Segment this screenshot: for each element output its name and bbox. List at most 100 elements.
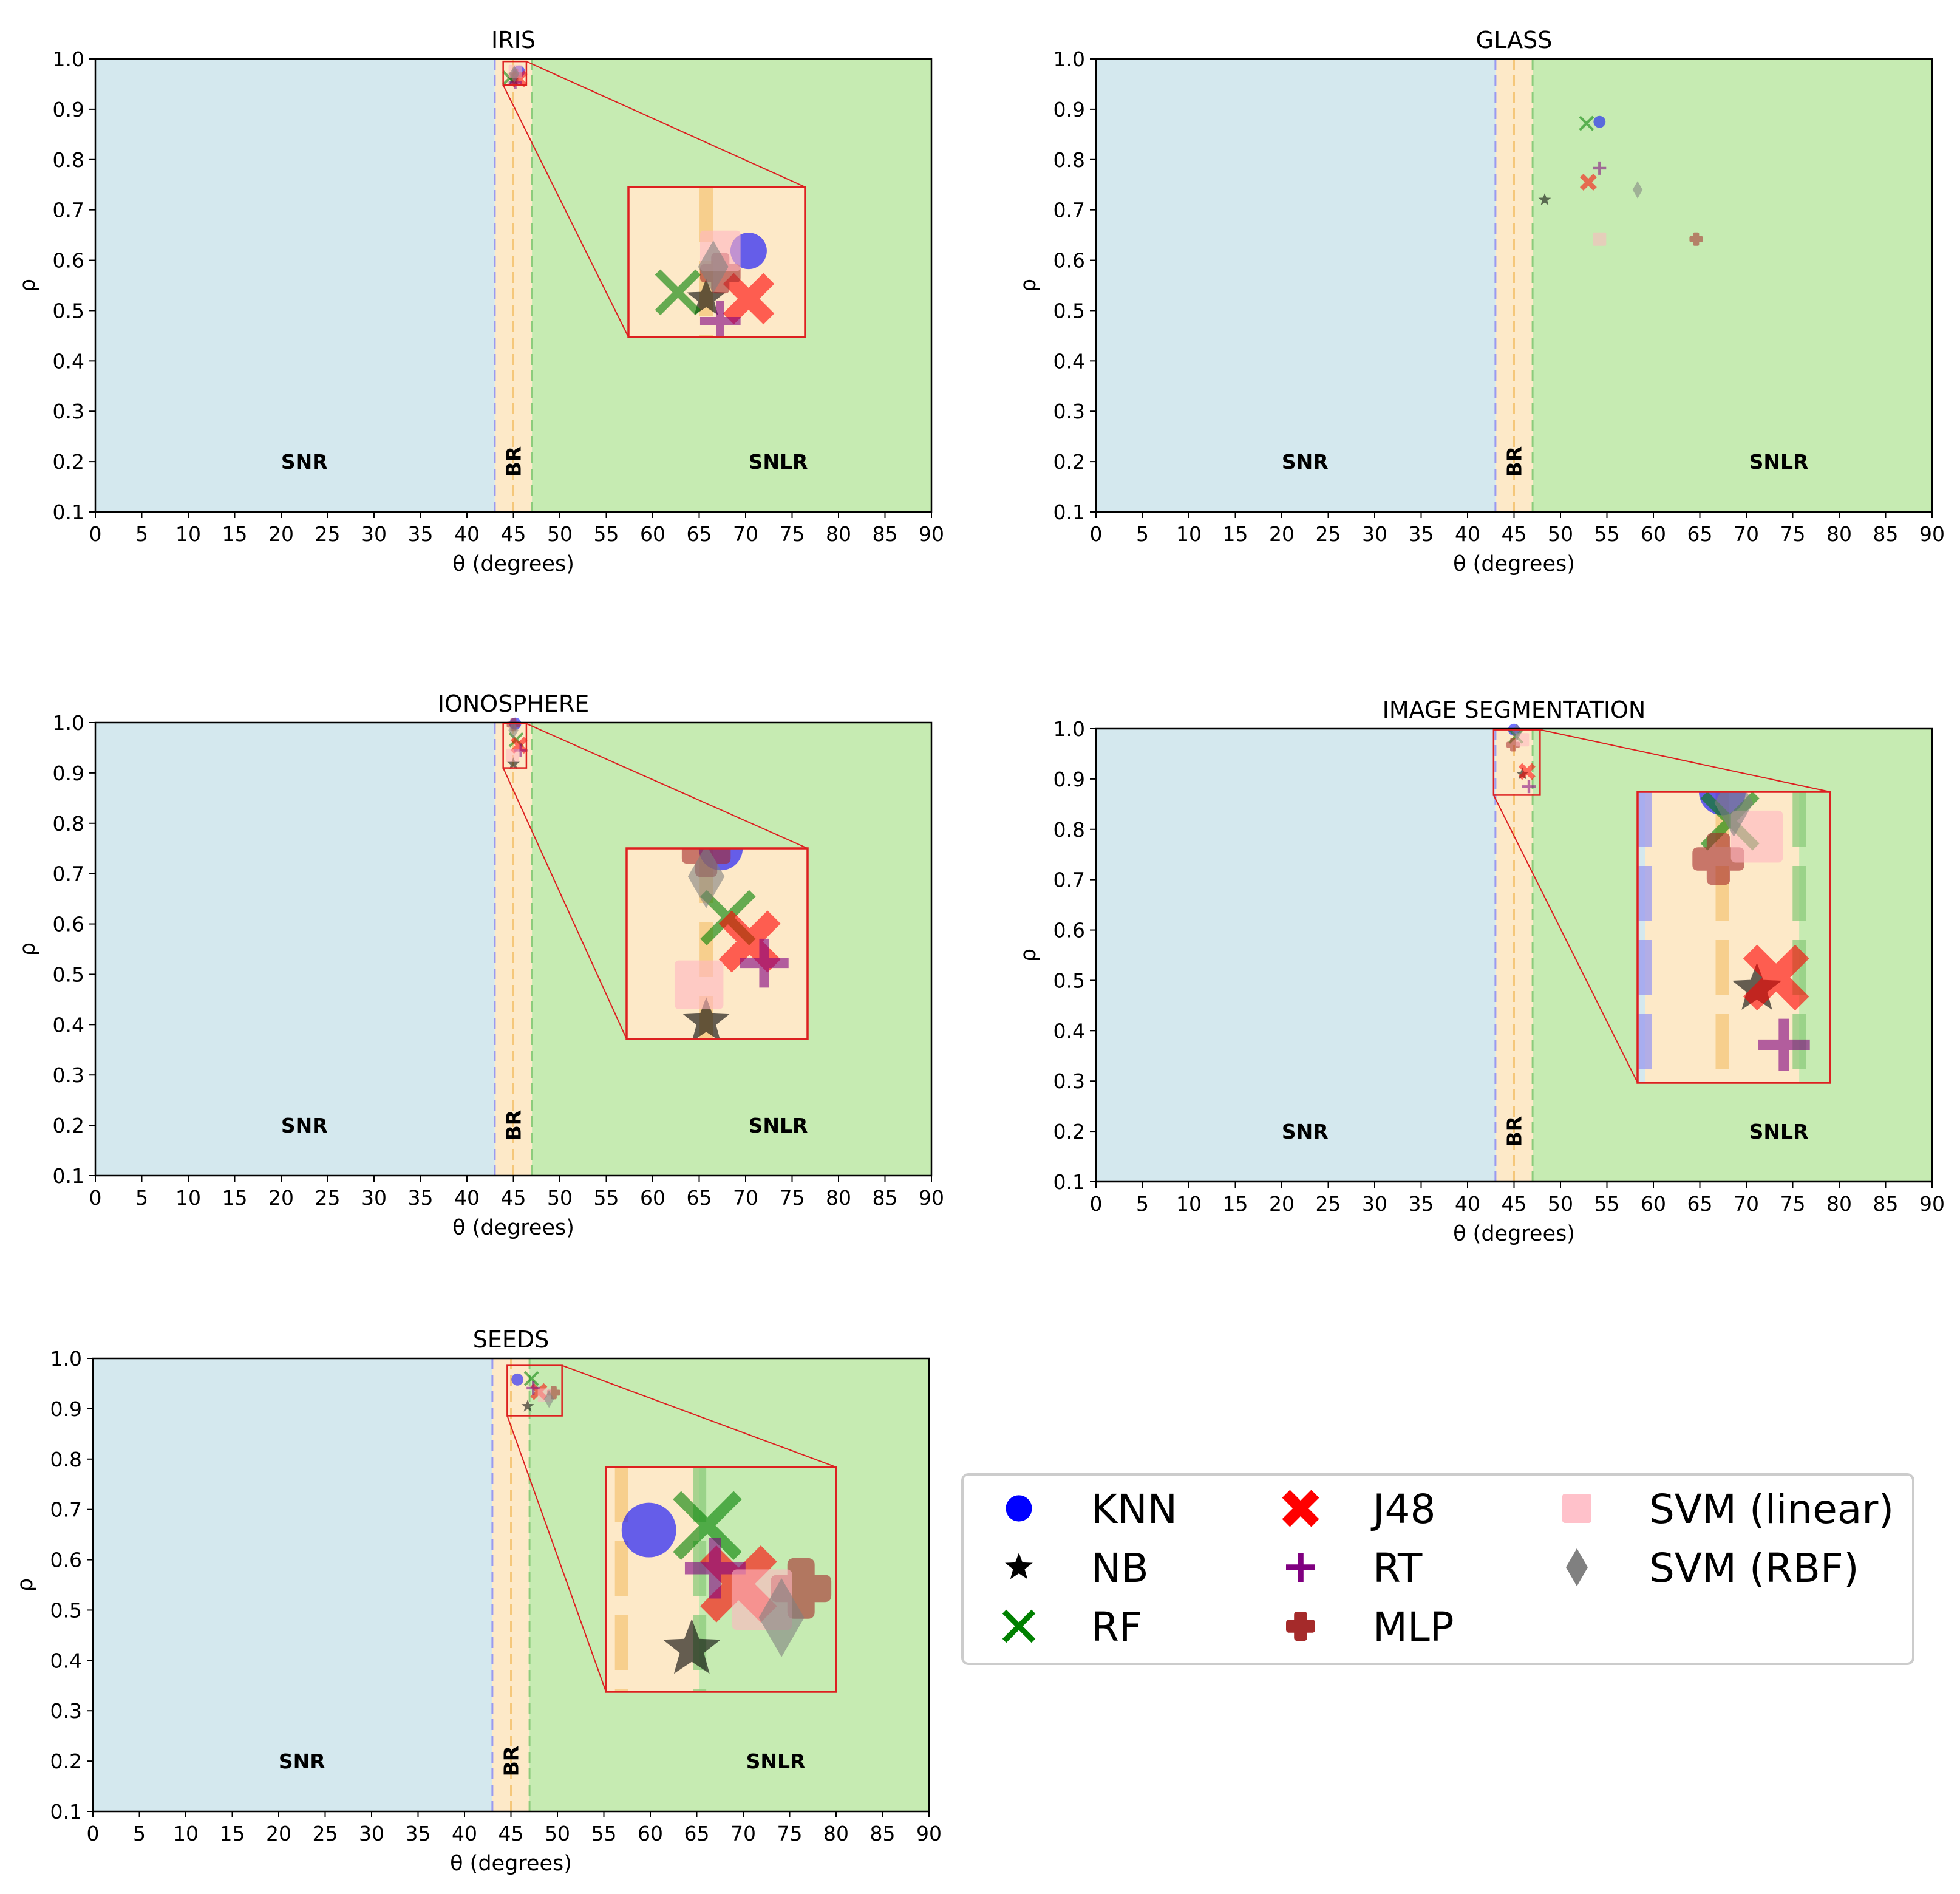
region-snr <box>93 1358 492 1811</box>
legend-marker-icon <box>1286 1612 1315 1641</box>
x-tick-label: 55 <box>594 522 619 546</box>
region-label-snr: SNR <box>1282 1120 1329 1143</box>
data-point-svm-linear <box>506 748 519 762</box>
x-tick-label: 15 <box>222 522 248 546</box>
y-tick-label: 0.8 <box>1053 818 1085 842</box>
y-tick-label: 0.3 <box>53 400 84 423</box>
inset-point-mlp <box>771 1558 832 1619</box>
inset-frame <box>625 847 809 1040</box>
zoom-connector <box>526 61 806 188</box>
x-axis-label: θ (degrees) <box>452 1216 574 1240</box>
zoom-inset <box>605 1466 837 1693</box>
data-point-svm-rbf <box>543 1390 554 1408</box>
region-snr <box>95 59 495 512</box>
region-label-snr: SNR <box>1282 450 1329 474</box>
legend-label: RF <box>1091 1604 1142 1650</box>
x-tick-label: 70 <box>730 1822 756 1845</box>
x-tick-label: 45 <box>501 522 526 546</box>
x-tick-label: 75 <box>1780 522 1806 546</box>
inset-point-svm-linear <box>1730 810 1783 863</box>
x-tick-label: 85 <box>870 1822 896 1845</box>
y-tick-label: 0.6 <box>1053 919 1085 942</box>
zoom-source-box <box>506 1364 563 1417</box>
x-tick-label: 25 <box>1316 522 1341 546</box>
y-axis-label: ρ <box>13 1578 38 1592</box>
legend-item-knn: KNN <box>1006 1486 1177 1533</box>
y-tick-label: 0.7 <box>50 1498 82 1522</box>
inset-point-j <box>1743 944 1809 1011</box>
x-tick-label: 20 <box>268 1186 294 1210</box>
x-tick-label: 5 <box>135 522 148 546</box>
x-tick-label: 20 <box>268 522 294 546</box>
legend-label: SVM (RBF) <box>1649 1545 1859 1592</box>
zoom-inset <box>627 186 806 338</box>
x-tick-label: 70 <box>733 522 758 546</box>
x-tick-label: 60 <box>1641 522 1666 546</box>
y-tick-label: 0.3 <box>1053 1069 1085 1093</box>
y-tick-label: 1.0 <box>53 47 84 71</box>
x-tick-label: 5 <box>133 1822 146 1845</box>
x-tick-label: 40 <box>454 522 480 546</box>
data-point-rf <box>1579 115 1594 131</box>
inset-point-svm-rbf <box>698 240 729 293</box>
y-tick-label: 0.2 <box>53 1114 84 1137</box>
y-axis-label: ρ <box>16 279 40 292</box>
y-tick-label: 0.1 <box>1053 500 1085 524</box>
y-tick-label: 0.8 <box>53 812 84 836</box>
inset-point-svm-linear <box>674 960 724 1010</box>
x-axis-label: θ (degrees) <box>1453 1222 1575 1246</box>
legend-item-rf: RF <box>1002 1604 1142 1650</box>
x-tick-label: 65 <box>1687 522 1713 546</box>
subplot-title: IONOSPHERE <box>438 690 590 717</box>
data-point-rt <box>526 1381 540 1395</box>
inset-point-rt <box>684 1538 746 1599</box>
x-tick-label: 30 <box>359 1822 384 1845</box>
x-tick-label: 15 <box>220 1822 245 1845</box>
region-label-snr: SNR <box>281 450 328 474</box>
x-tick-label: 50 <box>545 1822 570 1845</box>
inset-frame <box>1636 791 1831 1084</box>
data-point-j <box>1579 174 1597 191</box>
x-tick-label: 15 <box>1223 1192 1248 1216</box>
y-tick-label: 0.9 <box>53 98 84 121</box>
x-tick-label: 20 <box>1269 1192 1295 1216</box>
y-tick-label: 0.8 <box>50 1448 82 1471</box>
zoom-connector <box>1492 794 1638 1083</box>
legend-label: KNN <box>1091 1486 1177 1533</box>
x-tick-label: 85 <box>873 1186 898 1210</box>
zoom-connector <box>502 768 627 1040</box>
y-axis-label: ρ <box>16 942 40 956</box>
x-axis-label: θ (degrees) <box>450 1851 572 1876</box>
x-tick-label: 70 <box>1734 522 1759 546</box>
y-tick-label: 0.5 <box>1053 969 1085 992</box>
x-tick-label: 65 <box>684 1822 710 1845</box>
x-tick-label: 20 <box>266 1822 291 1845</box>
region-label-br: BR <box>502 1110 526 1141</box>
legend-label: MLP <box>1373 1604 1454 1650</box>
inset-point-rt <box>740 938 789 988</box>
y-tick-label: 0.6 <box>53 249 84 273</box>
x-tick-label: 10 <box>1176 1192 1202 1216</box>
y-tick-label: 0.2 <box>53 450 84 474</box>
x-tick-label: 40 <box>1455 522 1480 546</box>
x-tick-label: 45 <box>499 1822 524 1845</box>
legend-marker-icon <box>1282 1490 1319 1527</box>
y-tick-label: 0.9 <box>1053 768 1085 791</box>
x-tick-label: 10 <box>175 522 201 546</box>
y-tick-label: 1.0 <box>53 711 84 735</box>
subplot-iris: SNR BR SNLR 0 5 10 15 20 25 30 35 40 45 50 55 60 65 70 75 8… <box>16 27 944 576</box>
legend-label: NB <box>1091 1545 1149 1592</box>
y-tick-label: 0.5 <box>53 299 84 322</box>
x-tick-label: 85 <box>1873 1192 1899 1216</box>
x-tick-label: 15 <box>222 1186 248 1210</box>
inset-region <box>1638 792 1645 1083</box>
x-tick-label: 40 <box>1455 1192 1480 1216</box>
y-tick-label: 0.6 <box>50 1548 82 1572</box>
x-tick-label: 10 <box>173 1822 199 1845</box>
legend-label: SVM (linear) <box>1649 1486 1894 1533</box>
x-tick-label: 65 <box>687 1186 712 1210</box>
legend-marker-icon <box>1006 1495 1032 1522</box>
region-label-br: BR <box>500 1746 523 1777</box>
x-tick-label: 85 <box>1873 522 1899 546</box>
x-axis-label: θ (degrees) <box>452 552 574 576</box>
